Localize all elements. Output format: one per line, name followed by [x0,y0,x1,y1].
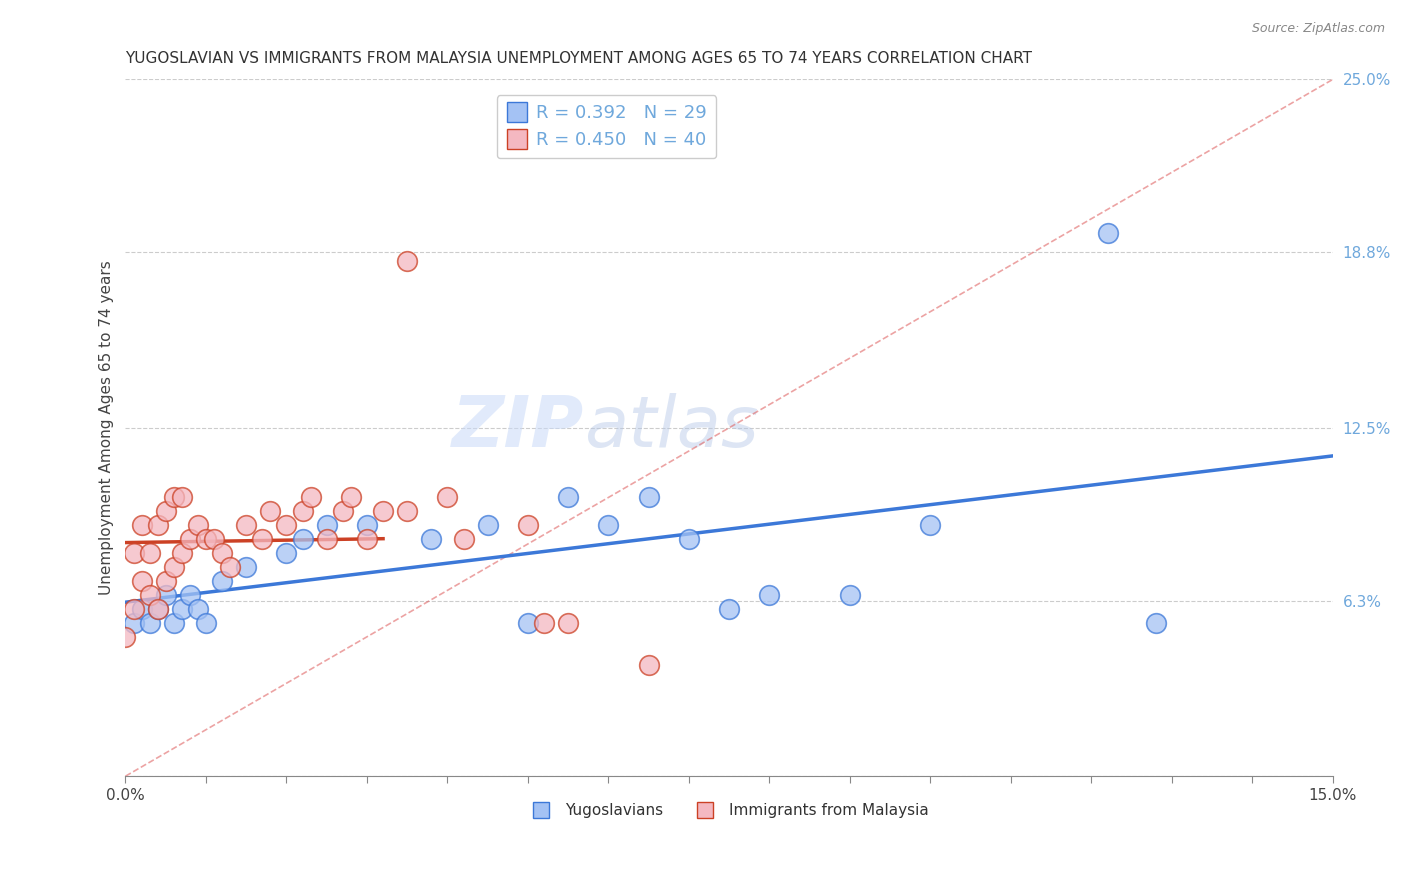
Point [179,588,201,602]
Point [131,518,153,533]
Point [211,546,233,560]
Point [235,560,257,574]
Point [356,518,378,533]
Point [138,615,160,630]
Point [291,533,314,547]
Point [219,560,242,574]
Point [163,615,186,630]
Y-axis label: Unemployment Among Ages 65 to 74 years: Unemployment Among Ages 65 to 74 years [100,260,114,595]
Point [235,518,257,533]
Point [187,518,209,533]
Point [194,615,217,630]
Point [420,533,443,547]
Point [839,588,862,602]
Point [758,588,780,602]
Point [1097,226,1119,240]
Point [396,504,419,518]
Point [163,491,186,505]
Point [637,491,659,505]
Text: Source: ZipAtlas.com: Source: ZipAtlas.com [1251,22,1385,36]
Point [155,574,177,588]
Point [155,504,177,518]
Point [340,491,363,505]
Point [557,491,579,505]
Point [170,491,193,505]
Point [637,657,659,672]
Legend: Yugoslavians, Immigrants from Malaysia: Yugoslavians, Immigrants from Malaysia [523,797,935,824]
Point [259,504,281,518]
Point [276,518,298,533]
Point [371,504,394,518]
Point [598,518,620,533]
Point [138,588,160,602]
Point [122,615,145,630]
Point [396,253,419,268]
Point [114,630,136,644]
Point [202,533,225,547]
Point [557,615,579,630]
Point [332,504,354,518]
Point [211,574,233,588]
Text: atlas: atlas [585,393,759,462]
Point [155,588,177,602]
Point [920,518,942,533]
Point [131,602,153,616]
Point [138,546,160,560]
Point [187,602,209,616]
Point [163,560,186,574]
Point [533,615,555,630]
Point [477,518,499,533]
Point [146,602,169,616]
Point [122,546,145,560]
Point [131,574,153,588]
Point [516,518,538,533]
Point [1144,615,1167,630]
Point [356,533,378,547]
Point [146,518,169,533]
Point [516,615,538,630]
Point [122,602,145,616]
Point [170,546,193,560]
Point [718,602,741,616]
Point [315,518,337,533]
Point [252,533,274,547]
Point [453,533,475,547]
Point [315,533,337,547]
Point [170,602,193,616]
Point [146,602,169,616]
Point [179,533,201,547]
Point [291,504,314,518]
Point [276,546,298,560]
Text: ZIP: ZIP [453,393,585,462]
Point [436,491,458,505]
Text: YUGOSLAVIAN VS IMMIGRANTS FROM MALAYSIA UNEMPLOYMENT AMONG AGES 65 TO 74 YEARS C: YUGOSLAVIAN VS IMMIGRANTS FROM MALAYSIA … [125,51,1032,66]
Point [194,533,217,547]
Point [299,491,322,505]
Point [678,533,700,547]
